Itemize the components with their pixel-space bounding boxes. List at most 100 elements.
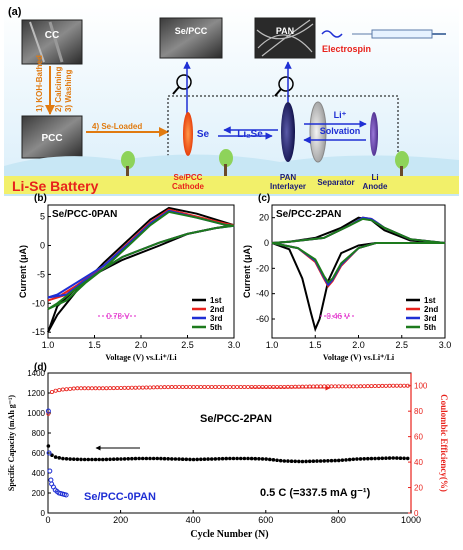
capacity-2pan-point	[275, 458, 279, 463]
y-right-tick-label: 60	[414, 433, 423, 442]
capacity-2pan-point	[344, 458, 348, 462]
efficiency-point	[333, 384, 338, 389]
capacity-2pan-point	[286, 459, 290, 463]
capacity-2pan-point	[304, 459, 308, 464]
y-tick-label: 0	[40, 240, 45, 250]
efficiency-point	[242, 384, 247, 389]
capacity-2pan-point	[333, 458, 337, 463]
capacity-2pan-point	[267, 457, 272, 462]
chart-b-cv-0pan: (b) Se/PCC-0PAN 1.0 1.5 2.0 2.5 3.0 5 0 -5 -10 -15 V…	[18, 193, 240, 362]
efficiency-point	[246, 384, 251, 389]
capacity-2pan-point	[108, 457, 112, 462]
efficiency-point	[278, 384, 283, 389]
separator-label: Separator	[317, 178, 354, 187]
capacity-2pan-point	[238, 456, 243, 461]
capacity-2pan-point	[322, 459, 327, 463]
y-tick-label: -15	[32, 327, 45, 337]
x-tick-label: 0	[45, 515, 50, 525]
cv-curve-5th	[47, 210, 235, 311]
capacity-2pan-point	[395, 456, 399, 460]
efficiency-point	[336, 384, 341, 389]
efficiency-point	[93, 386, 98, 391]
step-3: 3) Washing	[64, 70, 73, 112]
capacity-2pan-point	[235, 456, 239, 461]
capacity-2pan-point	[155, 456, 160, 461]
efficiency-point	[282, 384, 287, 389]
chart-d-cycling: (d)0 200 400 600 800 100002004006008001000120…	[7, 362, 449, 540]
efficiency-point	[89, 386, 94, 391]
chart-c-cv-2pan: (c) Se/PCC-2PAN 1.0 1.5 2.0 2.5 3.0 20 0 -20 -40 -6…	[242, 193, 451, 362]
capacity-2pan-point	[206, 457, 210, 461]
x-tick-label: 1.0	[266, 340, 279, 350]
capacity-2pan-point	[366, 456, 370, 461]
wave-icon	[321, 30, 343, 38]
capacity-2pan-point	[220, 456, 225, 461]
efficiency-point	[104, 386, 109, 391]
x-tick-label: 200	[113, 515, 128, 525]
efficiency-point	[358, 384, 363, 389]
capacity-2pan-point	[195, 457, 199, 462]
capacity-2pan-point	[148, 456, 152, 461]
capacity-2pan-point	[184, 457, 189, 462]
electrospin-label: Electrospin	[322, 44, 371, 54]
interlayer-shape	[281, 102, 295, 162]
capacity-2pan-point	[380, 456, 385, 461]
efficiency-point	[100, 386, 105, 391]
efficiency-point	[187, 384, 192, 389]
capacity-2pan-point	[246, 456, 250, 461]
y-right-tick-label: 40	[414, 458, 423, 467]
capacity-2pan-point	[162, 456, 167, 461]
efficiency-point	[46, 411, 51, 416]
efficiency-point	[129, 385, 134, 390]
capacity-2pan-point	[97, 457, 101, 462]
magnifier-handle	[172, 86, 180, 95]
y-tick-label: 800	[32, 429, 46, 438]
capacity-0pan-point	[46, 450, 52, 456]
capacity-2pan-point	[159, 456, 163, 461]
rate-note: 0.5 C (=337.5 mA g⁻¹)	[260, 487, 371, 499]
efficiency-point	[126, 385, 131, 390]
panel-label: (b)	[34, 193, 47, 204]
capacity-2pan-point	[151, 456, 156, 461]
efficiency-point	[82, 386, 87, 391]
y-axis-label: Current (μA)	[242, 245, 252, 298]
capacity-0pan-point	[47, 468, 53, 474]
efficiency-point	[118, 385, 123, 390]
plot-frame	[271, 204, 446, 339]
capacity-2pan-point	[82, 457, 87, 462]
capacity-2pan-point	[202, 457, 207, 461]
x-tick-label: 1.5	[88, 340, 101, 350]
legend-label: 2nd	[424, 305, 438, 314]
efficiency-point	[148, 385, 153, 390]
chart-title: Se/PCC-0PAN	[52, 209, 117, 220]
capacity-0pan-point	[45, 408, 51, 414]
capacity-2pan-point	[130, 456, 134, 461]
y-right-tick-label: 0	[414, 509, 419, 518]
capacity-2pan-point	[180, 457, 185, 462]
capacity-2pan-point	[387, 456, 392, 460]
legend-label: 1st	[424, 296, 436, 305]
capacity-2pan-point	[289, 459, 294, 464]
capacity-2pan-point	[260, 457, 265, 461]
overpotential-label: 0.46 V	[326, 312, 350, 321]
x-axis-label: Voltage (V) vs.Li⁺/Li	[323, 353, 395, 362]
y-tick-label: 200	[32, 489, 46, 498]
efficiency-point	[158, 385, 163, 390]
x-tick-label: 400	[186, 515, 201, 525]
se-label: Se	[197, 129, 210, 140]
y-tick-label: 400	[32, 469, 46, 478]
x-tick-label: 1000	[401, 515, 421, 525]
efficiency-point	[267, 384, 272, 389]
x-tick-label: 2.5	[395, 340, 408, 350]
panel-label: (d)	[34, 362, 47, 373]
battery-band	[4, 176, 459, 194]
efficiency-point	[380, 383, 385, 388]
capacity-2pan-point	[86, 457, 91, 462]
efficiency-point	[340, 384, 345, 389]
capacity-2pan-point	[111, 457, 116, 461]
capacity-2pan-point	[307, 459, 312, 464]
efficiency-point	[49, 389, 54, 394]
panel-a-label: (a)	[8, 6, 22, 18]
plot-frame	[47, 372, 412, 514]
